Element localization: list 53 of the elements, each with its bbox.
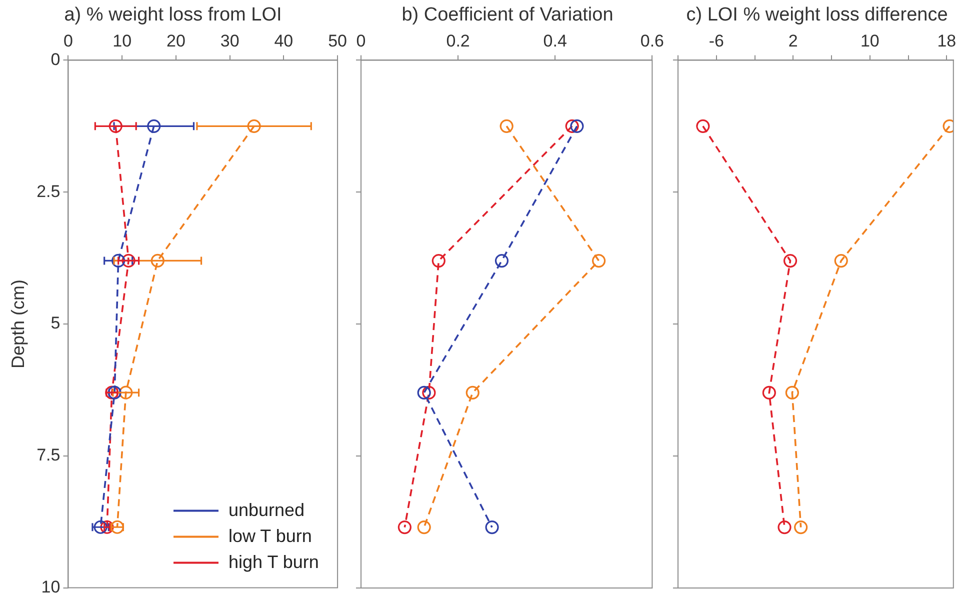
point <box>500 119 514 133</box>
legend-label: unburned <box>228 500 305 520</box>
point <box>108 119 122 133</box>
point <box>122 254 136 268</box>
x-tick-label: 18 <box>937 32 956 51</box>
y-tick-label: 0 <box>50 50 60 69</box>
y-axis-title: Depth (cm) <box>8 279 28 369</box>
x-tick-label: -6 <box>708 32 724 51</box>
point <box>398 520 412 534</box>
point <box>119 386 133 400</box>
x-tick-label: 0 <box>64 32 73 51</box>
chart-title: b) Coefficient of Variation <box>402 4 614 26</box>
point <box>247 119 261 133</box>
legend-label: low T burn <box>228 526 312 546</box>
point <box>785 386 799 400</box>
x-tick-label: 10 <box>112 32 132 51</box>
point <box>100 520 114 534</box>
point <box>696 119 710 133</box>
x-tick-label: 20 <box>166 32 186 51</box>
x-tick-label: 40 <box>274 32 294 51</box>
x-tick-label: 0.6 <box>640 32 664 51</box>
point <box>417 386 431 400</box>
point <box>422 386 436 400</box>
point <box>417 520 431 534</box>
point <box>565 119 579 133</box>
point <box>147 119 161 133</box>
point <box>432 254 446 268</box>
point <box>494 254 509 268</box>
y-tick-label: 5 <box>50 314 60 333</box>
point <box>485 520 499 534</box>
point <box>150 254 164 268</box>
x-tick-label: 10 <box>860 32 880 51</box>
x-tick-label: 0.2 <box>446 32 470 51</box>
point <box>762 386 776 400</box>
point <box>778 520 792 534</box>
chart-title: c) LOI % weight loss difference <box>686 4 948 26</box>
point <box>794 520 808 534</box>
point <box>112 254 126 268</box>
x-tick-label: 0 <box>356 32 366 51</box>
point <box>570 119 584 133</box>
x-tick-label: 50 <box>328 32 348 51</box>
point <box>466 386 480 400</box>
point <box>592 254 606 268</box>
point <box>783 254 798 268</box>
y-tick-label: 2.5 <box>36 182 60 201</box>
y-tick-label: 10 <box>41 577 60 596</box>
x-tick-label: 30 <box>220 32 240 51</box>
chart-title: a) % weight loss from LOI <box>64 4 282 26</box>
point <box>834 254 848 268</box>
y-tick-label: 7.5 <box>36 446 60 465</box>
x-tick-label: 2 <box>788 32 798 51</box>
x-tick-label: 0.4 <box>543 32 567 51</box>
legend-label: high T burn <box>228 552 319 572</box>
